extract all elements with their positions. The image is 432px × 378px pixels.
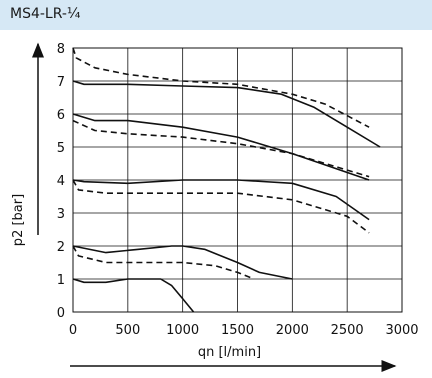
x-tick-labels: 0 500 1000 1500 2000 2500 3000 — [69, 323, 419, 338]
y-tick-label: 5 — [57, 141, 65, 156]
y-tick-label: 3 — [57, 207, 65, 222]
y-tick-label: 0 — [57, 306, 65, 321]
x-tick-label: 1000 — [166, 323, 199, 338]
series-line-5 — [72, 179, 370, 221]
series-line-4 — [72, 119, 370, 178]
y-tick-label: 4 — [57, 174, 65, 189]
series-line-1 — [72, 80, 381, 148]
y-tick-label: 6 — [57, 108, 65, 123]
x-axis-label: qn [l/min] — [198, 345, 261, 360]
pressure-flow-chart: 0 1 2 3 4 5 6 7 8 0 500 1000 1500 2000 2500 3000 p2 [b… — [11, 42, 419, 372]
series-line-6 — [72, 179, 370, 234]
x-tick-label: 1500 — [221, 323, 254, 338]
y-tick-label: 2 — [57, 240, 65, 255]
x-tick-label: 2500 — [331, 323, 364, 338]
series-group — [72, 47, 381, 313]
series-line-7 — [72, 245, 293, 280]
x-tick-label: 2000 — [276, 323, 309, 338]
y-tick-label: 7 — [57, 75, 65, 90]
x-tick-label: 0 — [69, 323, 77, 338]
y-tick-label: 8 — [57, 42, 65, 57]
series-line-2 — [72, 47, 370, 128]
x-tick-label: 500 — [115, 323, 140, 338]
y-tick-label: 1 — [57, 273, 65, 288]
chart-header: MS4-LR-¼ — [0, 0, 432, 30]
series-line-8 — [72, 245, 255, 280]
series-line-9 — [72, 278, 195, 313]
y-axis-label: p2 [bar] — [11, 194, 26, 246]
chart-title: MS4-LR-¼ — [10, 6, 81, 22]
x-tick-label: 3000 — [385, 323, 418, 338]
y-tick-labels: 0 1 2 3 4 5 6 7 8 — [57, 42, 65, 321]
